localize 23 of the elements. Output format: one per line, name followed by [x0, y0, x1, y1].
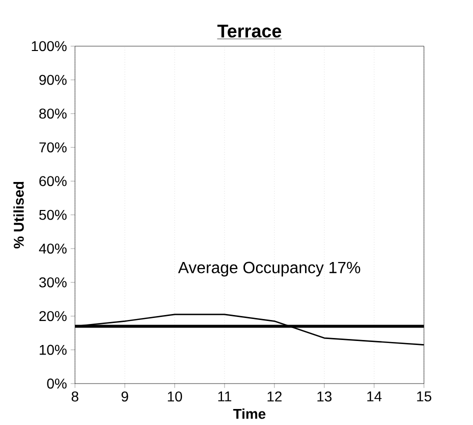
x-tick-label: 15: [417, 391, 432, 402]
y-tick-label: 0%: [47, 378, 67, 388]
x-tick-label: 14: [367, 391, 382, 402]
y-tick-label: 80%: [39, 108, 67, 118]
x-tick-label: 11: [218, 391, 232, 402]
y-tick-label: 40%: [38, 243, 67, 254]
x-axis-title: Time: [233, 408, 266, 419]
y-tick-label: 20%: [39, 310, 67, 321]
chart-title: Terrace: [217, 24, 282, 38]
y-tick-label: 60%: [39, 176, 67, 186]
y-tick-label: 10%: [40, 344, 67, 355]
x-tick-label: 13: [317, 391, 332, 402]
x-tick-label: 8: [72, 391, 78, 402]
x-tick-label: 9: [122, 391, 128, 402]
y-tick-label: 70%: [39, 142, 67, 152]
y-axis-title: % Utilised: [13, 182, 24, 248]
ref-line-label: Average Occupancy 17%: [178, 262, 360, 276]
x-tick-label: 12: [268, 391, 282, 402]
y-tick-label: 30%: [39, 277, 67, 288]
y-tick-label: 100%: [32, 40, 67, 51]
y-tick-label: 90%: [39, 74, 67, 85]
y-tick-label: 50%: [39, 210, 67, 220]
x-tick-label: 10: [168, 391, 182, 402]
